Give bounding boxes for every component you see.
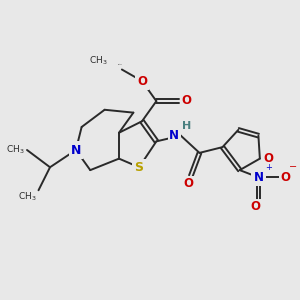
Text: O: O bbox=[250, 200, 260, 213]
Text: CH$_3$: CH$_3$ bbox=[19, 190, 37, 203]
Text: CH$_3$: CH$_3$ bbox=[6, 144, 25, 156]
Text: O: O bbox=[263, 152, 273, 165]
Text: −: − bbox=[290, 162, 298, 172]
Text: +: + bbox=[265, 163, 272, 172]
Text: N: N bbox=[71, 143, 81, 157]
Text: N: N bbox=[169, 129, 179, 142]
Text: O: O bbox=[137, 74, 147, 88]
Text: N: N bbox=[254, 171, 263, 184]
Text: O: O bbox=[281, 171, 291, 184]
Text: O: O bbox=[183, 177, 193, 190]
Text: CH$_3$: CH$_3$ bbox=[89, 54, 107, 67]
Text: O: O bbox=[182, 94, 192, 107]
Text: S: S bbox=[135, 161, 144, 174]
Text: H: H bbox=[182, 121, 191, 131]
Text: methyl: methyl bbox=[118, 64, 123, 65]
